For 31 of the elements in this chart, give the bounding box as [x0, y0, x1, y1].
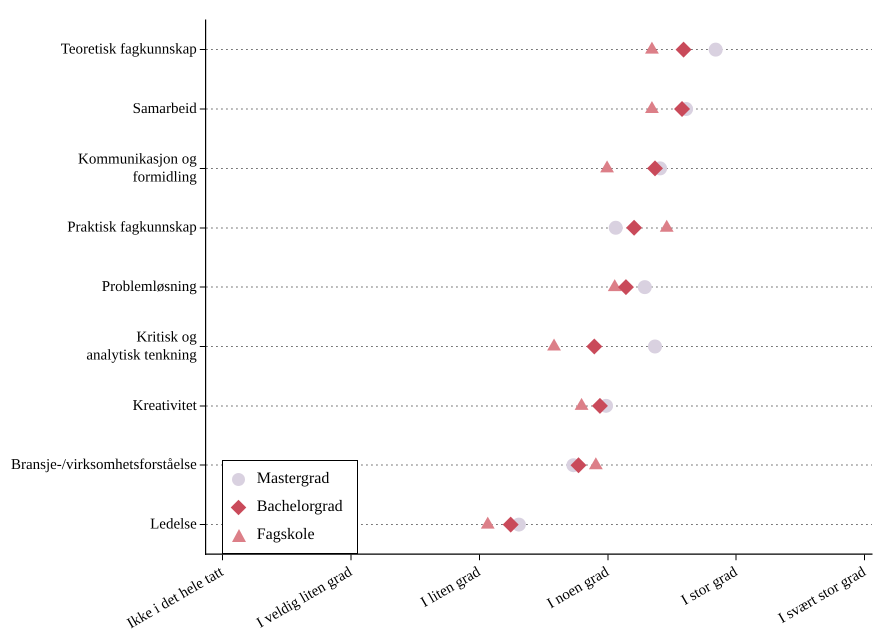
point	[626, 220, 642, 236]
text: Ikke i det hele tatt	[124, 564, 228, 632]
point	[648, 339, 662, 354]
point	[570, 457, 587, 474]
text: I svært stor grad	[776, 564, 870, 627]
text: I veldig liten grad	[254, 564, 356, 632]
point	[676, 42, 692, 58]
y-tick-label: Teoretisk fagkunnskap	[60, 42, 197, 58]
point	[638, 280, 652, 294]
text: I liten grad	[418, 564, 484, 611]
point	[646, 160, 663, 176]
y-tick-label: Bransje-/virksomhetsforståelse	[10, 457, 198, 474]
y-tick-label: Kritisk og analytisk tenkning	[86, 329, 198, 364]
y-tick-label: Kreativitet	[132, 398, 198, 414]
point	[592, 398, 608, 414]
point	[586, 338, 602, 354]
y-tick-label: Samarbeid	[132, 100, 198, 117]
point	[502, 516, 519, 533]
legend-label: Mastergrad	[256, 470, 330, 488]
y-tick-label: Kommunikasjon og formidling	[78, 151, 198, 186]
legend-label: Bachelorgrad	[256, 498, 343, 516]
text: I noen grad	[544, 564, 612, 612]
y-tick-label: Ledelse	[150, 516, 198, 533]
y-tick-label: Praktisk fagkunnskap	[67, 220, 197, 236]
point	[708, 42, 723, 57]
legend-label: Fagskole	[256, 526, 315, 544]
point	[608, 220, 623, 235]
point	[674, 101, 690, 118]
text: I stor grad	[678, 564, 741, 609]
point	[618, 279, 634, 296]
y-tick-label: Problemløsning	[102, 279, 198, 296]
